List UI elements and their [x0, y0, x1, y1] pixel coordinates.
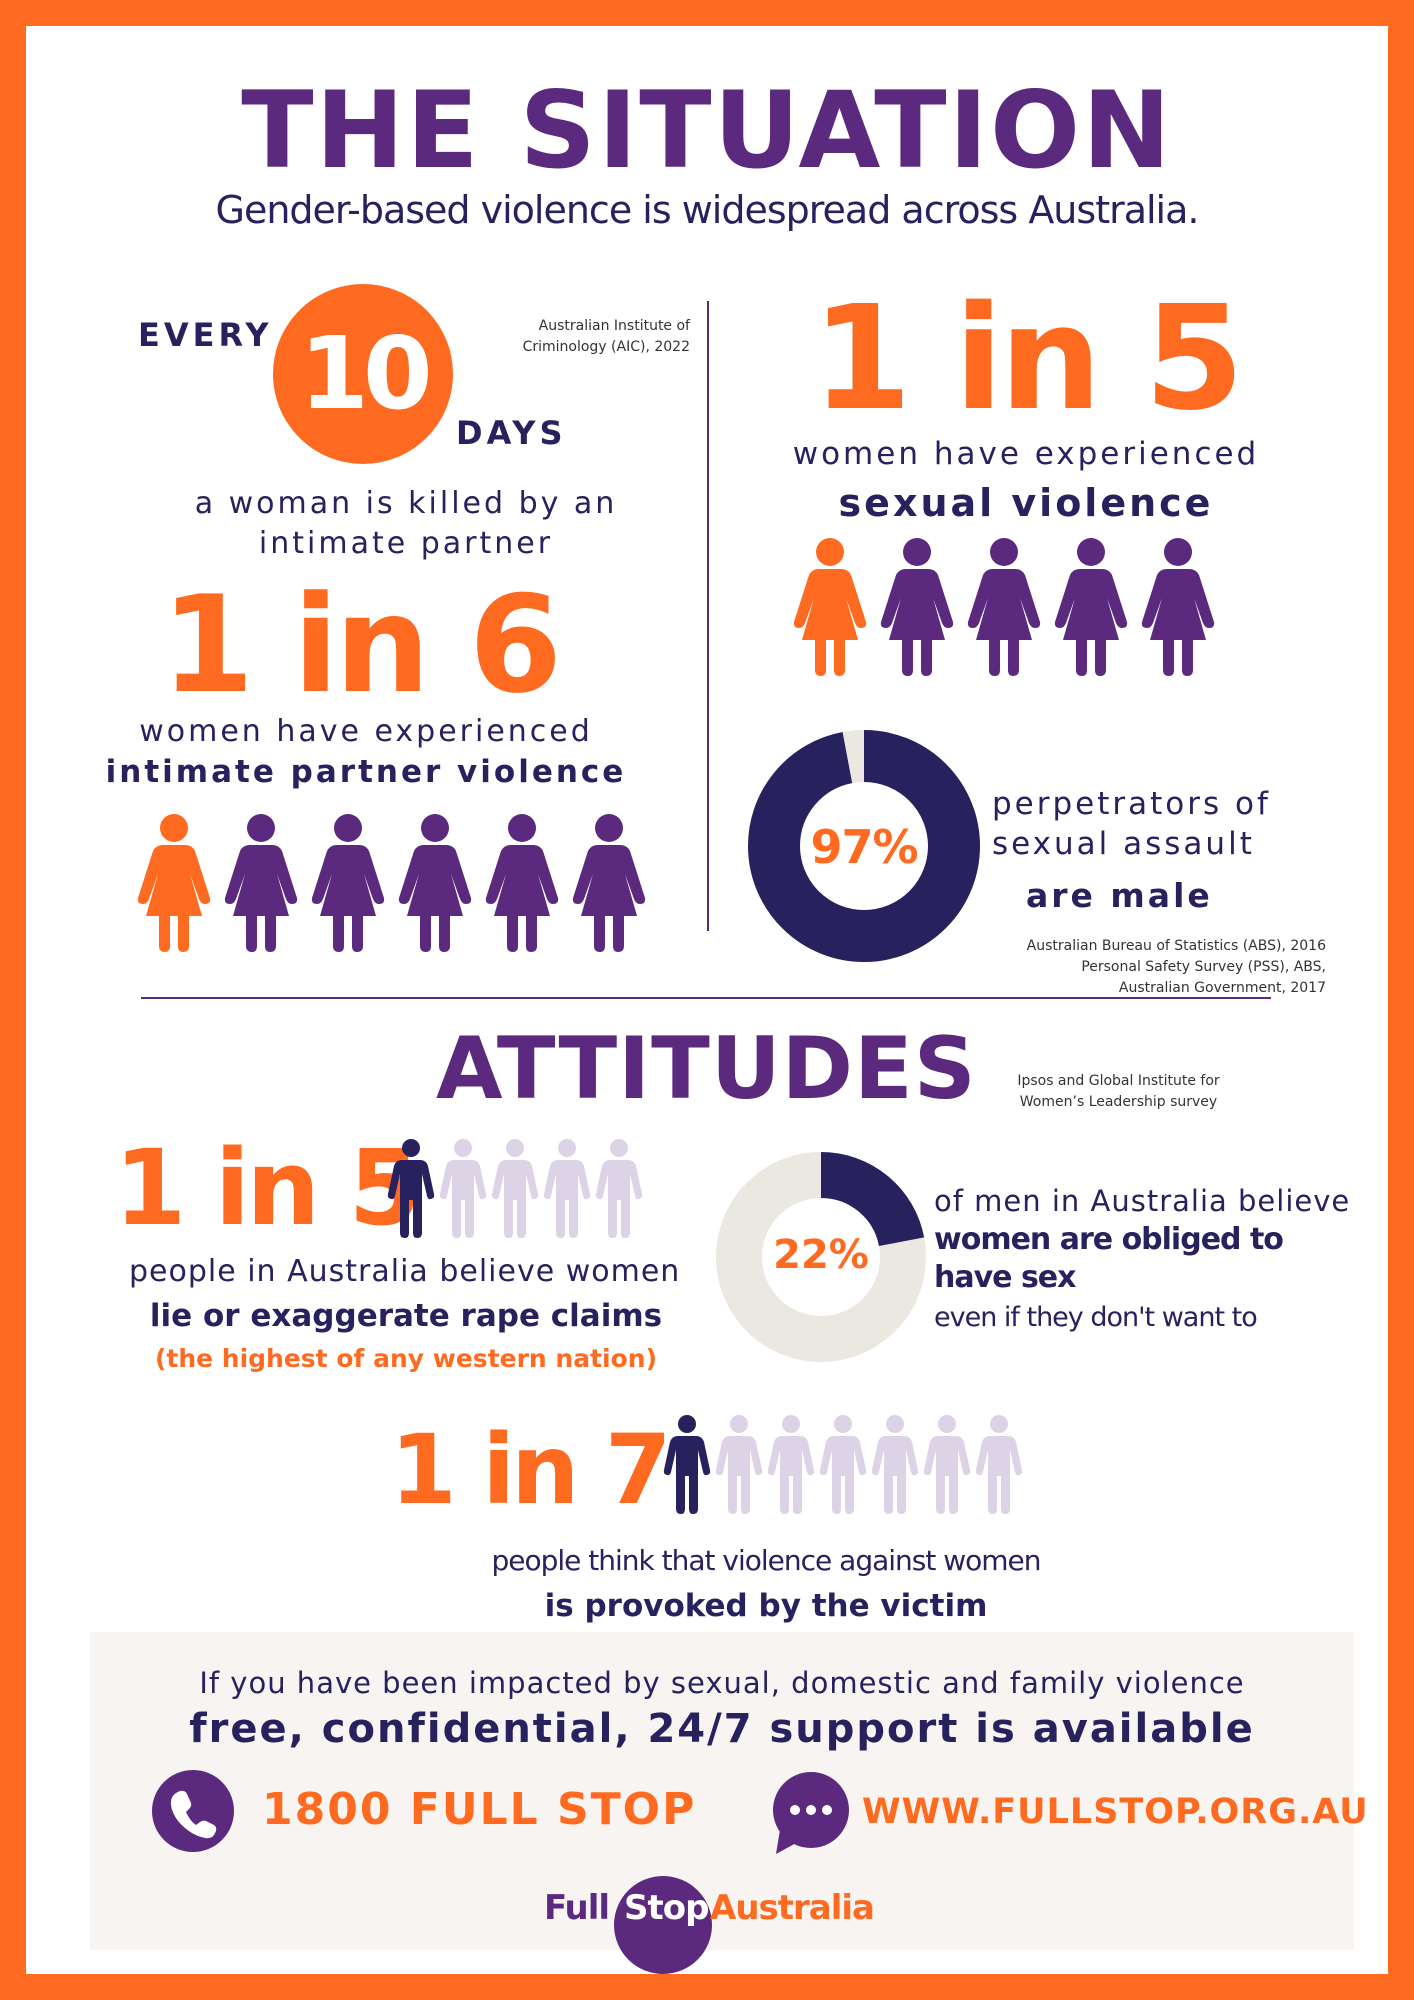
one-in-five-rape-ratio: 1 in 5: [114, 1127, 421, 1249]
phone-number[interactable]: 1800 FULL STOP: [262, 1784, 697, 1835]
logo-full-stop-australia: Full Stop Australia: [526, 1876, 886, 1974]
support-line2: free, confidential, 24/7 support is avai…: [189, 1706, 1255, 1752]
obliged-line1: of men in Australia believe: [934, 1184, 1351, 1218]
logo-stop: Stop: [624, 1888, 709, 1928]
provoked-line2: is provoked by the victim: [544, 1588, 988, 1624]
one-in-six-line1: women have experienced: [139, 714, 593, 749]
logo-australia: Australia: [710, 1888, 875, 1928]
one-in-five-sv-figures: [792, 536, 1232, 676]
one-in-seven-figures: [662, 1414, 1032, 1514]
donut-97-label: 97%: [810, 820, 918, 874]
perp-line2: sexual assault: [992, 826, 1255, 862]
person-icon-highlight: [387, 1139, 435, 1238]
person-icon: [871, 1415, 919, 1514]
ipsos-source: Ipsos and Global Institute for Women’s L…: [1017, 1073, 1220, 1110]
person-icon: [923, 1415, 971, 1514]
one-in-five-sv-line2: sexual violence: [838, 481, 1214, 525]
one-in-six-figures: [136, 812, 676, 952]
rape-line3: (the highest of any western nation): [154, 1344, 658, 1373]
page-subtitle: Gender-based violence is widespread acro…: [215, 188, 1200, 232]
woman-icon: [224, 814, 298, 952]
person-icon: [543, 1139, 591, 1238]
infographic-frame: THE SITUATION Gender-based violence is w…: [26, 26, 1388, 1974]
person-icon: [975, 1415, 1023, 1514]
perp-line3: are male: [1026, 876, 1213, 915]
obliged-line2: women are obliged to: [934, 1222, 1284, 1257]
one-in-seven-ratio: 1 in 7: [390, 1414, 672, 1526]
rape-line1: people in Australia believe women: [129, 1254, 681, 1289]
logo-circle: [614, 1876, 712, 1974]
perp-line1: perpetrators of: [992, 786, 1271, 822]
vertical-divider: [707, 301, 709, 931]
attitudes-title: ATTITUDES: [436, 1019, 977, 1119]
chat-icon: [770, 1770, 852, 1856]
woman-icon: [572, 814, 646, 952]
phone-icon: [152, 1770, 234, 1852]
obliged-line4: even if they don't want to: [934, 1302, 1258, 1333]
woman-icon: [485, 814, 559, 952]
person-icon: [715, 1415, 763, 1514]
donut-22-label: 22%: [773, 1232, 869, 1278]
obliged-line3: have sex: [934, 1260, 1077, 1295]
support-line1: If you have been impacted by sexual, dom…: [199, 1666, 1245, 1700]
one-in-five-rape-figures: [386, 1138, 646, 1238]
every-label: EVERY: [138, 316, 273, 354]
website-link[interactable]: WWW.FULLSTOP.ORG.AU: [862, 1792, 1369, 1832]
person-icon: [491, 1139, 539, 1238]
woman-icon-orange: [793, 538, 867, 676]
horizontal-divider: [141, 997, 1271, 999]
page-title: THE SITUATION: [241, 69, 1173, 192]
woman-icon: [967, 538, 1041, 676]
woman-icon: [880, 538, 954, 676]
ten-number: 10: [299, 315, 432, 432]
woman-icon: [311, 814, 385, 952]
killed-line1: a woman is killed by an: [194, 486, 618, 521]
rape-line2: lie or exaggerate rape claims: [149, 1298, 663, 1334]
abs-source: Australian Bureau of Statistics (ABS), 2…: [1026, 938, 1326, 996]
support-panel: [90, 1632, 1354, 1950]
person-icon-highlight: [663, 1415, 711, 1514]
donut-22-arc: [716, 1152, 926, 1362]
killed-line2: intimate partner: [258, 526, 554, 561]
donut-97: [748, 730, 980, 962]
woman-icon: [1141, 538, 1215, 676]
person-icon: [767, 1415, 815, 1514]
person-icon: [819, 1415, 867, 1514]
provoked-line1: people think that violence against women: [491, 1544, 1041, 1577]
person-icon: [595, 1139, 643, 1238]
logo-full: Full: [544, 1888, 610, 1928]
woman-icon: [398, 814, 472, 952]
one-in-six-line2: intimate partner violence: [105, 754, 627, 790]
person-icon: [439, 1139, 487, 1238]
one-in-six-ratio: 1 in 6: [161, 567, 562, 723]
donut-97-arc: [748, 730, 980, 962]
woman-icon: [1054, 538, 1128, 676]
woman-icon-orange: [137, 814, 211, 952]
one-in-five-sv-ratio: 1 in 5: [811, 274, 1245, 442]
donut-22: [716, 1152, 926, 1362]
days-label: DAYS: [456, 414, 567, 452]
aic-source: Australian Institute of Criminology (AIC…: [522, 318, 690, 355]
ten-circle: 10: [273, 284, 453, 464]
one-in-five-sv-line1: women have experienced: [792, 436, 1260, 472]
